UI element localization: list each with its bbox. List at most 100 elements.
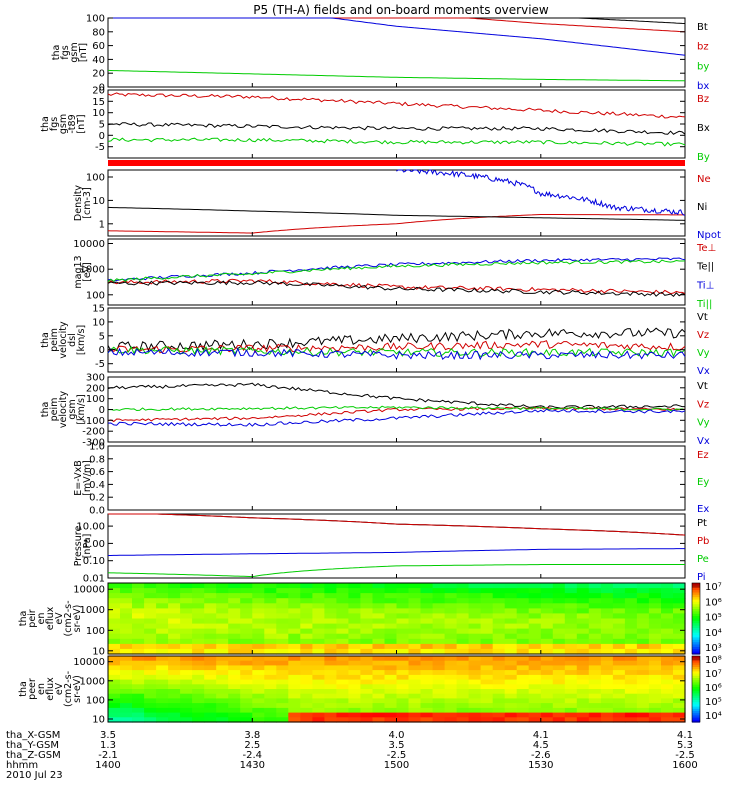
spectrogram-cell xyxy=(600,633,614,640)
spectrogram-cell xyxy=(348,608,361,615)
spectrogram-cell xyxy=(168,674,181,681)
spectrogram-cell xyxy=(540,707,554,714)
series-line-By xyxy=(107,137,686,147)
spectrogram-cell xyxy=(264,643,277,650)
x-row-value: 1400 xyxy=(95,760,120,771)
spectrogram-cell xyxy=(576,593,590,599)
spectrogram-cell xyxy=(673,698,686,704)
spectrogram-cell xyxy=(120,588,133,594)
spectrogram-cell xyxy=(180,623,193,630)
x-row-value: -2.5 xyxy=(675,750,695,761)
spectrogram-cell xyxy=(396,679,410,685)
spectrogram-cell xyxy=(600,583,614,589)
spectrogram-cell xyxy=(552,618,566,625)
spectrogram-cell xyxy=(108,648,121,655)
spectrogram-cell xyxy=(504,588,518,594)
spectrogram-cell xyxy=(156,707,169,714)
spectrogram-cell xyxy=(600,588,614,594)
spectrogram-cell xyxy=(312,608,325,615)
spectrogram-cell xyxy=(108,717,121,723)
spectrogram-cell xyxy=(180,593,193,599)
spectrogram-cell xyxy=(180,693,193,699)
spectrogram-cell xyxy=(264,707,277,714)
spectrogram-cell xyxy=(252,583,265,589)
spectrogram-cell xyxy=(204,648,217,655)
spectrogram-cell xyxy=(576,660,590,666)
spectrogram-cell xyxy=(144,638,157,645)
spectrogram-cell xyxy=(576,638,590,645)
spectrogram-cell xyxy=(468,674,482,681)
spectrogram-cell xyxy=(144,598,157,604)
spectrogram-cell xyxy=(288,623,301,630)
legend-label: Pi xyxy=(697,572,706,583)
spectrogram-cell xyxy=(468,712,482,718)
spectrogram-cell xyxy=(588,633,602,640)
spectrogram-cell xyxy=(576,583,590,589)
spectrogram-cell xyxy=(420,689,434,695)
y-axis-label-line: fgs xyxy=(49,117,60,131)
spectrogram-cell xyxy=(384,583,398,589)
spectrogram-cell xyxy=(252,598,265,604)
spectrogram-cell xyxy=(444,660,458,666)
spectrogram-cell xyxy=(360,648,373,655)
legend-label: Pe xyxy=(697,554,709,565)
colorbar-step xyxy=(692,592,700,596)
colorbar-step xyxy=(692,632,700,636)
spectrogram-cell xyxy=(444,698,458,704)
spectrogram-cell xyxy=(216,707,229,714)
spectrogram-cell xyxy=(336,712,349,718)
spectrogram-cell xyxy=(408,703,422,709)
colorbar-step xyxy=(692,673,700,677)
colorbar-step xyxy=(692,637,700,641)
spectrogram-cell xyxy=(612,707,626,714)
spectrogram-cell xyxy=(480,608,494,615)
spectrogram-cell xyxy=(492,674,506,681)
spectrogram-cell xyxy=(288,628,301,635)
spectrogram-cell xyxy=(648,674,662,681)
spectrogram-cell xyxy=(661,618,674,625)
spectrogram-cell xyxy=(264,717,277,723)
colorbar-step xyxy=(692,587,700,591)
spectrogram-cell xyxy=(444,603,458,609)
spectrogram-cell xyxy=(360,603,373,609)
spectrogram-cell xyxy=(348,633,361,640)
spectrogram-cell xyxy=(420,613,434,620)
spectrogram-cell xyxy=(156,613,169,620)
y-tick-label: 0 xyxy=(99,405,105,416)
spectrogram-cell xyxy=(456,618,470,625)
spectrogram-cell xyxy=(252,674,265,681)
spectrogram-cell xyxy=(288,698,301,704)
spectrogram-cell xyxy=(240,703,253,709)
spectrogram-cell xyxy=(516,583,530,589)
spectrogram-cell xyxy=(192,588,205,594)
colorbar-step xyxy=(692,630,700,634)
spectrogram-cell xyxy=(468,703,482,709)
spectrogram-cell xyxy=(144,703,157,709)
spectrogram-cell xyxy=(132,593,145,599)
spectrogram-cell xyxy=(276,717,289,723)
spectrogram-cell xyxy=(132,648,145,655)
spectrogram-cell xyxy=(480,689,494,695)
spectrogram-cell xyxy=(540,638,554,645)
spectrogram-cell xyxy=(468,707,482,714)
spectrogram-cell xyxy=(396,628,410,635)
spectrogram-cell xyxy=(372,712,386,718)
spectrogram-cell xyxy=(456,638,470,645)
colorbar-step xyxy=(692,664,700,668)
spectrogram-cell xyxy=(576,628,590,635)
spectrogram-cell xyxy=(600,674,614,681)
x-row-value: 5.3 xyxy=(677,740,693,751)
spectrogram-cell xyxy=(564,717,578,723)
y-axis-label-line: gsm xyxy=(69,42,80,62)
spectrogram-cell xyxy=(396,693,410,699)
spectrogram-cell xyxy=(588,583,602,589)
y-tick-label: 100 xyxy=(86,626,105,637)
colorbar-step xyxy=(692,656,700,659)
spectrogram-cell xyxy=(636,707,650,714)
y-axis-label-line: mag13 xyxy=(73,255,84,288)
spectrogram-cell xyxy=(504,638,518,645)
spectrogram-cell xyxy=(240,674,253,681)
spectrogram-cell xyxy=(528,717,542,723)
spectrogram-cell xyxy=(108,656,121,662)
spectrogram-cell xyxy=(504,698,518,704)
